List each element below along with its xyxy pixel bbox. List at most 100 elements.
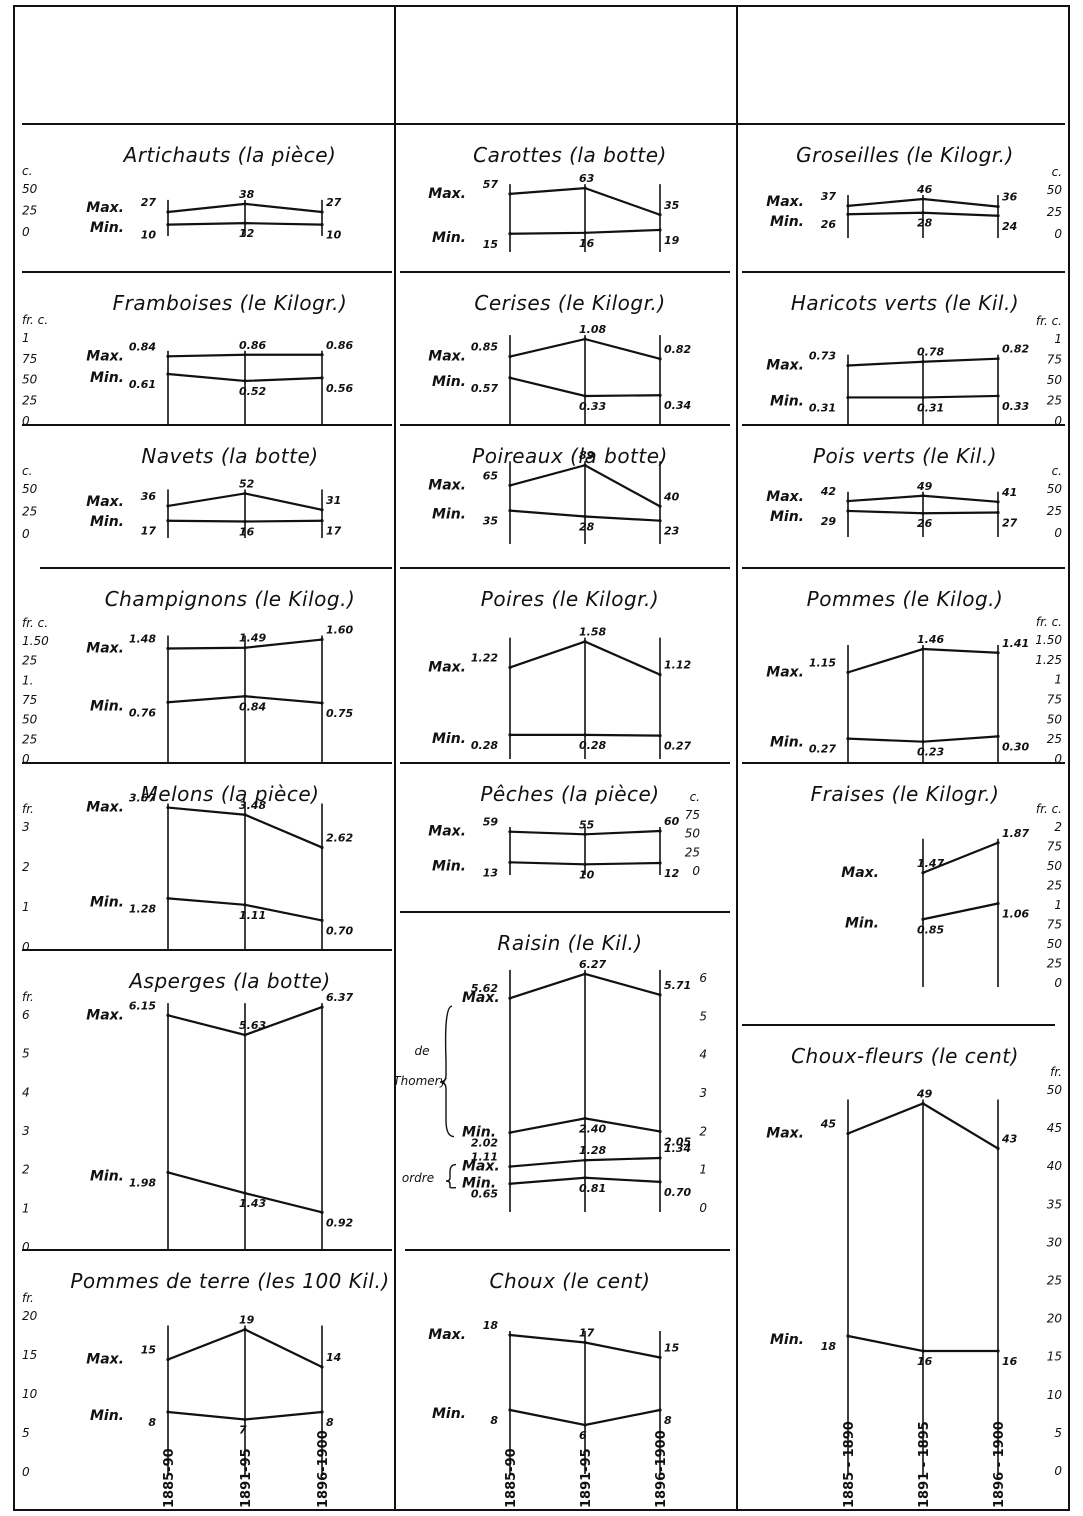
data-point xyxy=(583,337,587,341)
y-tick-label: 30 xyxy=(1047,1235,1063,1249)
data-label: 13 xyxy=(483,866,499,879)
data-point xyxy=(846,509,850,513)
data-label: 0.61 xyxy=(129,378,156,391)
y-tick-label: 6 xyxy=(22,1008,30,1022)
y-tick-label: 0 xyxy=(1054,752,1062,766)
y-tick-label: 0 xyxy=(1054,227,1062,241)
data-label: 16 xyxy=(239,526,255,539)
data-point xyxy=(996,651,1000,655)
data-label: 57 xyxy=(483,178,499,191)
y-tick-label: 25 xyxy=(1047,879,1062,893)
y-tick-label: 1 xyxy=(22,331,30,345)
data-point xyxy=(658,519,662,523)
data-point xyxy=(658,673,662,677)
y-tick-label: 50 xyxy=(22,482,38,496)
data-point xyxy=(320,1210,324,1214)
thomery-brace xyxy=(439,1005,455,1138)
data-point xyxy=(996,205,1000,209)
y-tick-label: 0 xyxy=(22,1465,30,1479)
y-tick-label: 0 xyxy=(22,752,30,766)
data-point xyxy=(658,393,662,397)
data-label: 26 xyxy=(917,517,933,530)
data-label: 38 xyxy=(239,188,255,201)
data-point xyxy=(583,1340,587,1345)
data-label: 27 xyxy=(326,196,342,209)
data-point xyxy=(846,737,850,741)
data-label: 15 xyxy=(483,238,499,251)
data-label: 6.37 xyxy=(326,991,353,1004)
y-tick-label: 45 xyxy=(1047,1121,1062,1135)
data-label: 0.56 xyxy=(326,382,353,395)
data-point xyxy=(508,232,512,236)
series-line-1 xyxy=(922,902,999,921)
data-point xyxy=(921,197,925,201)
row-label-min: Min. xyxy=(432,1406,466,1422)
y-tick-label: 15 xyxy=(22,1348,37,1362)
data-point xyxy=(996,357,1000,361)
data-label: 2.62 xyxy=(326,831,353,844)
chart-poisverts: Pois verts (le Kil.) c. 50 25 0 42 49 41 29 26 27 M… xyxy=(766,444,1062,540)
data-point xyxy=(583,463,587,467)
data-label: 18 xyxy=(821,1340,837,1353)
chart-title: Choux-fleurs (le cent) xyxy=(791,1044,1019,1068)
data-label: 1.08 xyxy=(579,323,606,336)
data-point xyxy=(166,354,170,358)
row-label-min: Min. xyxy=(770,393,804,409)
data-point xyxy=(846,363,850,368)
data-point xyxy=(921,211,925,215)
data-label: 60 xyxy=(664,815,680,828)
data-point xyxy=(846,670,850,674)
data-label: 5.71 xyxy=(664,979,691,992)
chart-fraises: Fraises (le Kilogr.) fr. c. 2 75 50 25 1 75 50 25… xyxy=(811,782,1063,990)
chart-framboises: Framboises (le Kilogr.) fr. c. 1 75 50 25 0 0.8… xyxy=(22,291,353,428)
y-unit-label: fr. xyxy=(22,802,34,816)
row-label-min: Min. xyxy=(90,894,124,910)
data-point xyxy=(583,231,587,235)
data-label: 0.30 xyxy=(1002,740,1029,753)
data-label: 52 xyxy=(239,477,255,490)
data-point xyxy=(320,210,324,214)
data-point xyxy=(583,640,587,644)
data-label: 28 xyxy=(917,217,933,230)
data-point xyxy=(166,1013,170,1017)
y-tick-label: 4 xyxy=(22,1085,30,1099)
row-label-min: Min. xyxy=(770,1332,804,1348)
data-point xyxy=(658,1180,662,1184)
data-label: 3.67 xyxy=(129,792,156,805)
data-label: 43 xyxy=(1001,1133,1018,1146)
period-footer: 1885 - 1890 xyxy=(842,1421,857,1508)
chart-title: Raisin (le Kil.) xyxy=(497,931,642,955)
data-point xyxy=(166,700,170,704)
y-tick-label: 1 xyxy=(1054,332,1062,346)
data-point xyxy=(166,805,170,810)
data-label: 1.48 xyxy=(129,632,156,645)
data-point xyxy=(243,353,247,357)
data-point xyxy=(583,186,587,190)
data-point xyxy=(166,1357,170,1362)
row-label-max: Max. xyxy=(86,1007,124,1023)
data-label: 49 xyxy=(916,480,933,493)
row-label-min: Min. xyxy=(770,735,804,751)
data-point xyxy=(243,1327,247,1332)
data-point xyxy=(996,734,1000,739)
row-label-max: Max. xyxy=(86,348,124,364)
y-tick-label: 1.25 xyxy=(1035,653,1062,667)
data-label: 7 xyxy=(239,1424,247,1437)
data-point xyxy=(508,1164,512,1169)
data-point xyxy=(658,1129,662,1134)
row-label-max: Max. xyxy=(428,349,466,365)
data-point xyxy=(508,192,512,196)
data-label: 0.65 xyxy=(471,1188,498,1201)
data-point xyxy=(320,508,324,512)
row-label-max: Max. xyxy=(428,824,466,840)
data-point xyxy=(658,357,662,361)
data-point xyxy=(508,733,512,737)
brace-label-ord: ordre xyxy=(402,1171,434,1185)
y-unit-label: c. xyxy=(22,464,32,478)
data-point xyxy=(846,1334,850,1338)
data-label: 0.70 xyxy=(326,924,353,937)
data-label: 0.85 xyxy=(917,923,944,936)
y-tick-label: 0 xyxy=(22,527,30,541)
data-label: 14 xyxy=(326,1351,341,1364)
